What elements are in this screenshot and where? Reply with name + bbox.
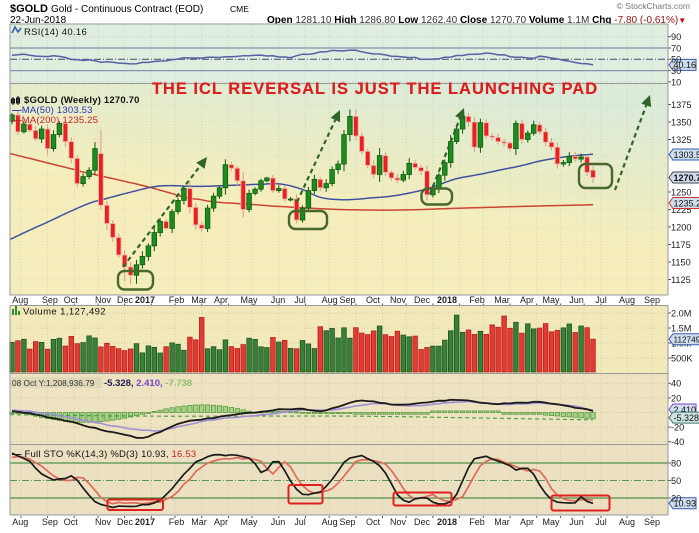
svg-text:1150: 1150 [671,257,691,267]
svg-text:20: 20 [671,393,681,403]
svg-text:Oct: Oct [64,295,79,305]
svg-text:Mar: Mar [191,295,207,305]
svg-text:40: 40 [671,379,681,389]
svg-text:500K: 500K [671,353,693,363]
svg-text:Nov: Nov [95,517,112,527]
svg-text:Sep: Sep [42,295,58,305]
svg-text:Jun: Jun [271,295,286,305]
svg-text:CME: CME [230,4,249,14]
svg-text:20: 20 [671,493,681,503]
svg-text:Oct: Oct [64,517,79,527]
svg-text:Feb: Feb [169,517,185,527]
svg-text:Nov: Nov [390,517,407,527]
svg-text:2017: 2017 [135,517,155,527]
svg-text:Sep: Sep [339,295,355,305]
svg-text:1200: 1200 [671,222,691,232]
svg-text:08 Oct Y:1,208,936.79: 08 Oct Y:1,208,936.79 [12,378,95,388]
svg-text:Jul: Jul [294,517,306,527]
svg-text:RSI(14) 40.16: RSI(14) 40.16 [24,27,87,38]
svg-text:Apr: Apr [214,295,228,305]
svg-text:50: 50 [671,476,681,486]
svg-text:1270.70: 1270.70 [674,173,699,183]
svg-text:-5.328, 2.410, -7.738: -5.328, 2.410, -7.738 [104,378,192,389]
svg-text:Jun: Jun [569,295,584,305]
svg-text:70: 70 [671,43,681,53]
svg-text:1250: 1250 [671,187,691,197]
svg-text:May: May [240,517,258,527]
svg-text:1175: 1175 [671,240,691,250]
svg-text:1303.53: 1303.53 [674,150,699,160]
svg-text:Jun: Jun [569,517,584,527]
svg-text:— Full STO %K(14,3) %D(3) 10.9: — Full STO %K(14,3) %D(3) 10.93, 16.53 [12,449,196,460]
svg-text:2.0M: 2.0M [671,308,691,318]
svg-text:90: 90 [671,32,681,42]
svg-text:50: 50 [671,55,681,65]
svg-text:1235.25: 1235.25 [674,198,699,208]
svg-text:Nov: Nov [390,295,407,305]
svg-text:-20: -20 [671,423,684,433]
svg-text:Aug: Aug [12,295,28,305]
svg-text:© StockCharts.com: © StockCharts.com [617,1,690,11]
svg-text:Jul: Jul [595,517,607,527]
svg-text:Dec: Dec [117,295,134,305]
svg-text:May: May [542,517,560,527]
svg-text:2018: 2018 [437,295,457,305]
svg-text:Apr: Apr [520,295,534,305]
svg-text:Jun: Jun [271,517,286,527]
svg-text:1350: 1350 [671,117,691,127]
svg-text:Nov: Nov [95,295,112,305]
svg-text:Sep: Sep [42,517,58,527]
svg-text:80: 80 [671,458,681,468]
svg-text:2018: 2018 [437,517,457,527]
svg-text:Jul: Jul [294,295,306,305]
svg-text:Feb: Feb [469,295,485,305]
svg-text:1125: 1125 [671,275,691,285]
svg-text:Mar: Mar [494,295,510,305]
svg-text:May: May [542,295,560,305]
svg-text:Mar: Mar [494,517,510,527]
svg-text:Oct: Oct [366,295,381,305]
svg-text:THE ICL REVERSAL IS JUST THE L: THE ICL REVERSAL IS JUST THE LAUNCHING P… [152,80,598,98]
svg-text:1325: 1325 [671,135,691,145]
svg-text:Feb: Feb [169,295,185,305]
svg-text:Apr: Apr [214,517,228,527]
svg-text:Aug: Aug [619,517,635,527]
svg-text:Volume 1,127,492: Volume 1,127,492 [23,307,106,318]
svg-text:2017: 2017 [135,295,155,305]
svg-text:30: 30 [671,66,681,76]
svg-text:Aug: Aug [12,517,28,527]
svg-text:Aug: Aug [322,517,338,527]
svg-text:Sep: Sep [339,517,355,527]
svg-text:$GOLD: $GOLD [10,3,48,15]
svg-text:Feb: Feb [469,517,485,527]
svg-text:Dec: Dec [117,517,134,527]
svg-text:1375: 1375 [671,100,691,110]
svg-text:Oct: Oct [366,517,381,527]
svg-text:—MA(200) 1235.25: —MA(200) 1235.25 [12,115,98,126]
svg-text:1.5M: 1.5M [671,323,691,333]
svg-text:10: 10 [671,77,681,87]
svg-text:May: May [240,295,258,305]
svg-text:-5.328: -5.328 [674,413,699,423]
svg-text:Apr: Apr [520,517,534,527]
svg-text:Dec: Dec [414,295,431,305]
svg-text:-40: -40 [671,437,684,447]
svg-text:1127492: 1127492 [674,335,699,344]
svg-text:Sep: Sep [644,517,660,527]
svg-text:Gold - Continuous Contract (EO: Gold - Continuous Contract (EOD) [51,4,203,15]
svg-text:Dec: Dec [414,517,431,527]
svg-text:Mar: Mar [191,517,207,527]
